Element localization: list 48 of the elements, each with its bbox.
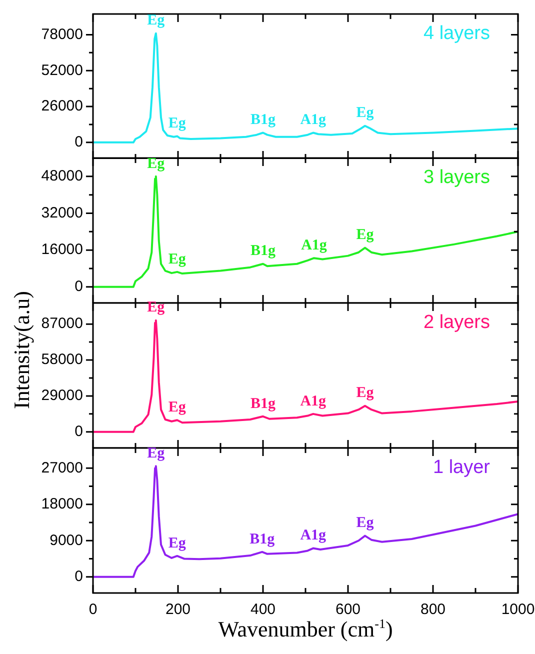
y-tick-label: 0 [74, 278, 83, 296]
y-tick-label: 87000 [41, 315, 83, 332]
y-axis-title: Intensity(a.u) [9, 291, 35, 409]
text: 1 layer [432, 457, 491, 478]
text: 3 layers [423, 167, 490, 188]
x-axis-title: Wavenumber (cm$^{-1}$) [217, 616, 394, 642]
annotation: Eg [356, 227, 374, 244]
annotation: B1g [250, 531, 276, 548]
annotation: Eg [147, 446, 166, 462]
annotation: Eg [168, 251, 186, 268]
text: 2 layers [423, 312, 490, 334]
annotation: A1g [301, 237, 328, 254]
x-tick-label: 0 [88, 601, 98, 618]
y-tick-label: 9000 [50, 532, 83, 549]
y-tick-label: 18000 [41, 496, 83, 513]
annotation: Eg [356, 515, 374, 532]
annotation: B1g [250, 112, 276, 128]
x-tick-label: 800 [420, 601, 446, 618]
y-tick-label: 58000 [41, 351, 83, 368]
x-tick-label: 400 [250, 601, 276, 618]
x-tick-label: 600 [335, 601, 361, 618]
annotation: Eg [168, 399, 186, 416]
y-tick-label: 29000 [41, 387, 83, 404]
y-tick-label: 27000 [41, 459, 83, 476]
annotation: Eg [147, 12, 166, 29]
x-tick-label: 200 [165, 601, 191, 618]
annotation: Eg [168, 535, 186, 552]
y-tick-label: 16000 [41, 241, 83, 258]
annotation: A1g [300, 393, 327, 410]
annotation: Eg [356, 105, 374, 122]
y-tick-label: 52000 [41, 62, 83, 79]
y-tick-label: 78000 [41, 26, 83, 43]
y-tick-label: 0 [74, 134, 83, 151]
annotation: Eg [356, 385, 374, 402]
annotation: B1g [250, 243, 276, 260]
y-tick-label: 0 [74, 423, 83, 440]
annotation: Eg [168, 116, 186, 132]
annotation: Eg [147, 156, 166, 172]
x-tick-label: 1000 [501, 601, 535, 618]
y-tick-label: 48000 [41, 168, 83, 185]
text: 4 layers [423, 23, 490, 44]
y-tick-label: 0 [74, 568, 83, 586]
y-tick-label: 32000 [41, 204, 83, 222]
annotation: Eg [147, 300, 166, 316]
y-tick-label: 26000 [41, 98, 83, 115]
annotation: A1g [300, 112, 327, 128]
annotation: B1g [250, 396, 276, 412]
annotation: A1g [300, 528, 327, 544]
